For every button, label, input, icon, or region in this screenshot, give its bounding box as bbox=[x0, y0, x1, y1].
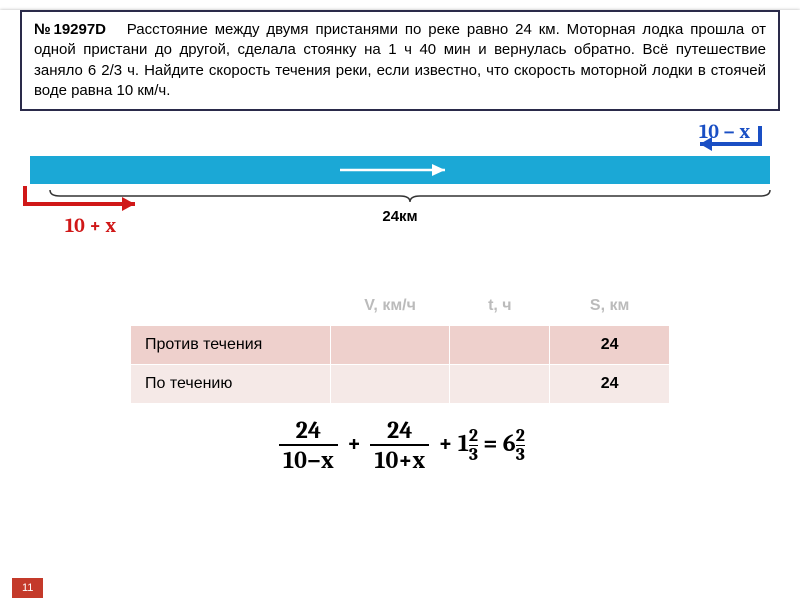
table-header: V, км/ч t, ч S, км bbox=[131, 287, 670, 326]
cell-t bbox=[450, 365, 550, 404]
problem-box: №19297D Расстояние между двумя пристаням… bbox=[20, 10, 780, 111]
distance-label: 24км bbox=[382, 208, 417, 225]
fraction-1: 24 10−x bbox=[279, 416, 338, 474]
table-row: По течению 24 bbox=[131, 365, 670, 404]
flow-arrow bbox=[340, 162, 460, 178]
downstream-speed-label: 10 + x bbox=[65, 214, 116, 237]
th-t: t, ч bbox=[450, 287, 550, 326]
cell-s: 24 bbox=[550, 365, 670, 404]
cell-s: 24 bbox=[550, 326, 670, 365]
mixed-1: 23 bbox=[469, 427, 478, 464]
fraction-2: 24 10+x bbox=[370, 416, 429, 474]
table-row: Против течения 24 bbox=[131, 326, 670, 365]
mixed-2: 23 bbox=[516, 427, 525, 464]
row-label: По течению bbox=[131, 365, 331, 404]
th-v: V, км/ч bbox=[330, 287, 450, 326]
river-diagram: 10 − x 10 + x 24км bbox=[20, 116, 780, 266]
th-blank bbox=[131, 287, 331, 326]
problem-id: №19297D bbox=[34, 21, 106, 38]
equation: 24 10−x + 24 10+x + 123 = 623 bbox=[0, 416, 800, 474]
th-s: S, км bbox=[550, 287, 670, 326]
distance-brace bbox=[40, 188, 780, 204]
cell-v bbox=[330, 365, 450, 404]
vts-table: V, км/ч t, ч S, км Против течения 24 По … bbox=[130, 286, 670, 404]
cell-v bbox=[330, 326, 450, 365]
upstream-arrow bbox=[690, 124, 770, 154]
row-label: Против течения bbox=[131, 326, 331, 365]
cell-t bbox=[450, 326, 550, 365]
problem-text: Расстояние между двумя пристанями по рек… bbox=[34, 21, 766, 99]
page-number: 11 bbox=[12, 578, 43, 598]
